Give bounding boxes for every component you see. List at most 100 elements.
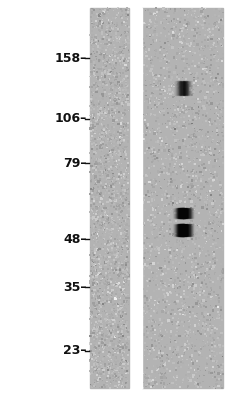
Point (107, 238, 111, 244)
Point (200, 261, 203, 268)
Point (175, 274, 179, 281)
Point (93, 305, 97, 312)
Point (117, 256, 120, 262)
Point (98, 277, 102, 283)
Point (147, 282, 151, 289)
Point (169, 36, 173, 42)
Point (159, 172, 163, 178)
Point (99, 67, 103, 74)
Point (92, 66, 96, 72)
Point (203, 112, 207, 118)
Point (206, 20, 210, 27)
Point (94, 51, 97, 58)
Point (115, 151, 119, 158)
Point (218, 55, 221, 62)
Point (120, 244, 123, 250)
Point (153, 356, 157, 362)
Point (156, 231, 159, 237)
Point (96, 98, 100, 104)
Point (141, 220, 145, 226)
Point (214, 158, 217, 164)
Point (203, 123, 207, 130)
Point (90, 255, 93, 262)
Point (181, 123, 185, 130)
Point (125, 66, 129, 72)
Point (116, 206, 120, 213)
Point (114, 294, 118, 300)
Point (96, 312, 100, 319)
Point (201, 344, 204, 350)
Point (147, 135, 151, 141)
Point (187, 252, 191, 258)
Point (119, 230, 123, 237)
Point (94, 266, 98, 273)
Point (102, 175, 106, 181)
Point (99, 203, 103, 209)
Point (99, 362, 103, 369)
Point (143, 96, 147, 103)
Point (123, 108, 127, 114)
Point (89, 223, 92, 230)
Point (97, 131, 101, 137)
Point (157, 292, 160, 298)
Point (205, 129, 209, 135)
Point (121, 170, 125, 177)
Point (191, 329, 194, 336)
Point (118, 362, 122, 369)
Point (126, 8, 130, 15)
Point (124, 113, 127, 120)
Point (119, 174, 122, 180)
Point (185, 287, 189, 293)
Point (193, 210, 197, 216)
Point (185, 153, 188, 160)
Point (98, 146, 102, 153)
Point (210, 70, 213, 76)
Point (162, 26, 166, 32)
Point (176, 114, 180, 121)
Point (99, 326, 103, 332)
Point (208, 192, 212, 198)
Point (126, 374, 130, 381)
Point (211, 348, 215, 354)
Point (188, 364, 192, 371)
Point (200, 171, 203, 177)
Point (184, 154, 188, 160)
Point (122, 182, 125, 188)
Point (118, 224, 122, 230)
Point (210, 178, 214, 185)
Point (143, 116, 146, 123)
Point (209, 36, 212, 42)
Point (155, 86, 159, 92)
Point (97, 308, 100, 314)
Point (94, 253, 97, 259)
Point (94, 280, 97, 287)
Point (146, 330, 149, 336)
Point (101, 301, 105, 308)
Point (208, 285, 212, 291)
Point (178, 344, 182, 350)
Point (165, 302, 169, 309)
Point (98, 144, 101, 151)
Point (156, 286, 160, 292)
Point (116, 36, 119, 43)
Point (211, 42, 214, 48)
Point (198, 46, 202, 53)
Point (212, 40, 215, 46)
Point (92, 186, 96, 193)
Point (103, 165, 106, 171)
Point (118, 194, 122, 200)
Point (98, 45, 102, 51)
Point (97, 280, 101, 286)
Point (178, 104, 181, 111)
Point (142, 266, 146, 272)
Point (90, 296, 93, 302)
Point (183, 48, 187, 54)
Point (166, 193, 170, 199)
Point (153, 379, 156, 386)
Point (212, 52, 216, 59)
Point (199, 252, 202, 259)
Point (213, 75, 217, 81)
Point (116, 164, 120, 170)
Point (90, 37, 94, 43)
Point (116, 176, 119, 182)
